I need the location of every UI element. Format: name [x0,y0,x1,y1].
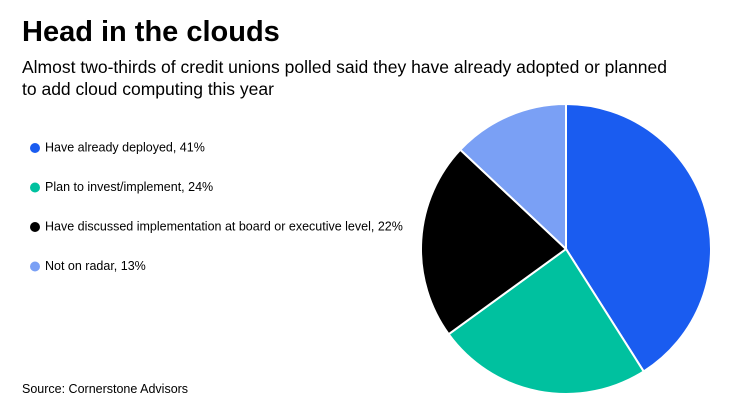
legend-label: Plan to invest/implement, 24% [45,180,213,194]
legend-swatch [30,222,40,232]
legend-swatch [30,261,40,272]
legend-label: Not on radar, 13% [45,259,146,273]
chart-title: Head in the clouds [22,16,280,48]
pie-slice [447,247,646,395]
pie-slice [458,102,567,252]
source-note: Source: Cornerstone Advisors [22,382,189,396]
pie-slice [420,148,568,336]
legend-label: Have already deployed, 41% [45,140,205,154]
legend-swatch [30,143,40,153]
chart-subtitle: Almost two-thirds of credit unions polle… [22,57,667,99]
legend-label: Have discussed implementation at board o… [45,219,403,233]
legend-swatch [30,182,40,193]
